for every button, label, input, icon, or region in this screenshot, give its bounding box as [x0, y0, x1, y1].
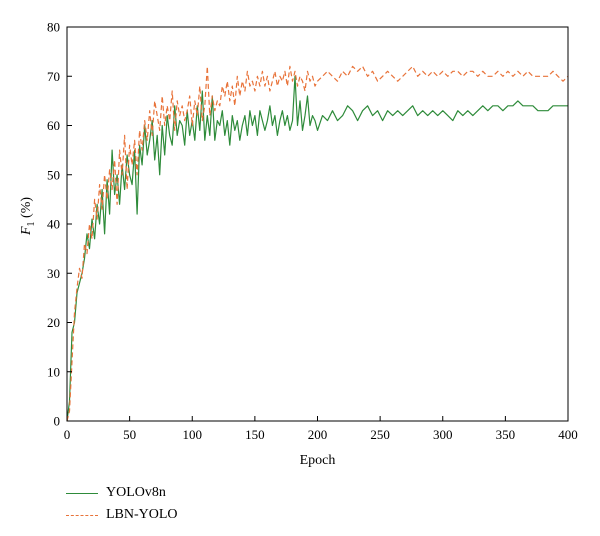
y-axis-title-main: F [19, 226, 34, 236]
legend-item-lbn-yolo: LBN-YOLO [66, 504, 178, 526]
x-tick-label: 100 [183, 427, 203, 442]
y-tick-label: 40 [47, 217, 60, 232]
legend-item-yolov8n: YOLOv8n [66, 482, 178, 504]
y-tick-label: 20 [47, 315, 60, 330]
legend-swatch-yolov8n [66, 492, 98, 494]
y-tick-label: 10 [47, 364, 60, 379]
x-tick-label: 400 [558, 427, 578, 442]
x-tick-label: 350 [496, 427, 516, 442]
y-tick-label: 60 [47, 118, 60, 133]
y-tick-label: 30 [47, 266, 60, 281]
x-tick-label: 0 [64, 427, 71, 442]
y-axis-title-rest: (%) [19, 197, 34, 222]
x-tick-label: 250 [370, 427, 390, 442]
y-tick-label: 0 [54, 414, 61, 429]
x-axis: 0 50 100 150 200 250 300 350 400 [64, 416, 578, 442]
series-layer [66, 65, 569, 422]
y-axis: 0 10 20 30 40 50 60 70 80 [47, 20, 72, 429]
x-axis-title: Epoch [300, 453, 336, 468]
legend-label-yolov8n: YOLOv8n [106, 485, 166, 500]
y-axis-title-subscript: 1 [26, 221, 37, 226]
series-line-yolov8n [66, 75, 568, 422]
x-tick-label: 50 [123, 427, 136, 442]
y-tick-label: 80 [47, 20, 60, 35]
axes-frame [66, 26, 569, 422]
x-tick-label: 200 [308, 427, 328, 442]
x-tick-label: 300 [433, 427, 453, 442]
y-axis-title: F1 (%) [19, 197, 37, 236]
y-tick-label: 70 [47, 69, 60, 84]
x-tick-label: 150 [245, 427, 265, 442]
line-chart: 0 50 100 150 200 250 300 350 400 0 10 20 30 40 50 60 70… [19, 20, 578, 469]
legend: YOLOv8n LBN-YOLO [66, 482, 178, 526]
legend-label-lbn-yolo: LBN-YOLO [106, 507, 178, 522]
y-tick-label: 50 [47, 167, 60, 182]
legend-swatch-lbn-yolo [66, 514, 98, 516]
series-line-lbn-yolo [66, 65, 569, 422]
